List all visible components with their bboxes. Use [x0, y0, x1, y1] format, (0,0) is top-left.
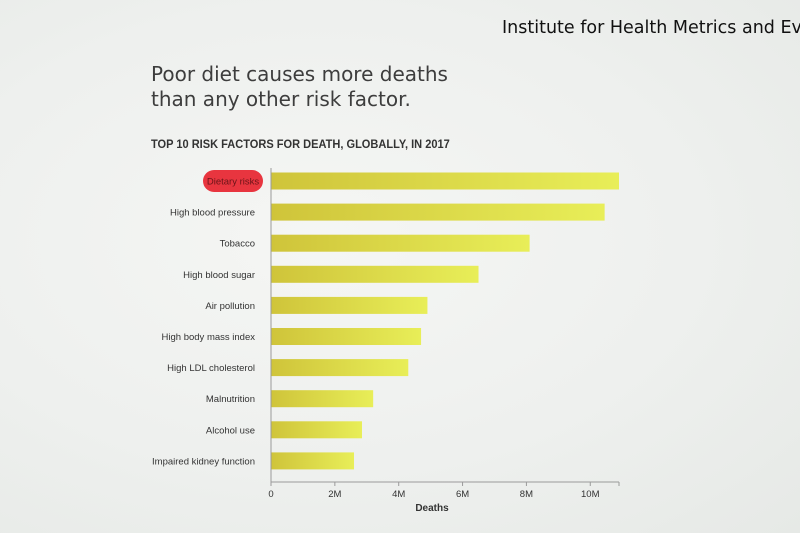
bar-high-blood-sugar [271, 265, 479, 283]
category-label-high-ldl-cholesterol: High LDL cholesterol [167, 363, 255, 374]
chart-title: TOP 10 RISK FACTORS FOR DEATH, GLOBALLY,… [151, 137, 450, 151]
category-label-high-blood-sugar: High blood sugar [183, 270, 255, 281]
category-label-high-body-mass-index: High body mass index [162, 332, 256, 343]
highlight-pill [203, 170, 263, 192]
category-label-alcohol-use: Alcohol use [206, 425, 255, 436]
headline-line-1: Poor diet causes more deaths [151, 62, 448, 86]
bar-tobacco [271, 234, 530, 252]
category-labels-layer: Dietary risks High blood pressure Tobacco H… [152, 170, 263, 467]
category-label-malnutrition: Malnutrition [206, 394, 255, 405]
category-label-tobacco: Tobacco [220, 239, 255, 250]
category-label-air-pollution: Air pollution [205, 301, 255, 312]
headline: Poor diet causes more deaths than any ot… [151, 62, 448, 112]
bar-high-body-mass-index [271, 328, 422, 345]
bar-malnutrition [271, 390, 374, 408]
source-attribution: Institute for Health Metrics and Eva [502, 18, 800, 38]
x-tick-label: 10M [581, 489, 600, 500]
x-tick-label: 0 [268, 489, 273, 500]
x-axis-label: Deaths [415, 503, 449, 514]
bar-high-blood-pressure [271, 203, 605, 221]
x-tick-label: 4M [392, 489, 405, 500]
bar-impaired-kidney-function [271, 452, 355, 470]
bars-layer [271, 172, 619, 470]
x-tick-label: 6M [456, 489, 469, 500]
bar-dietary-risks [271, 172, 619, 190]
category-label-impaired-kidney-function: Impaired kidney function [152, 456, 255, 467]
bar-alcohol-use [271, 421, 362, 439]
category-label-high-blood-pressure: High blood pressure [170, 208, 255, 219]
bar-high-ldl-cholesterol [271, 359, 409, 377]
bar-air-pollution [271, 296, 428, 314]
headline-line-2: than any other risk factor. [151, 87, 411, 111]
category-label-dietary-risks: Dietary risks [207, 177, 260, 188]
x-tick-label: 8M [520, 489, 533, 500]
x-axis: 0 2M 4M 6M 8M 10M Deaths [268, 168, 620, 514]
x-tick-label: 2M [328, 489, 341, 500]
